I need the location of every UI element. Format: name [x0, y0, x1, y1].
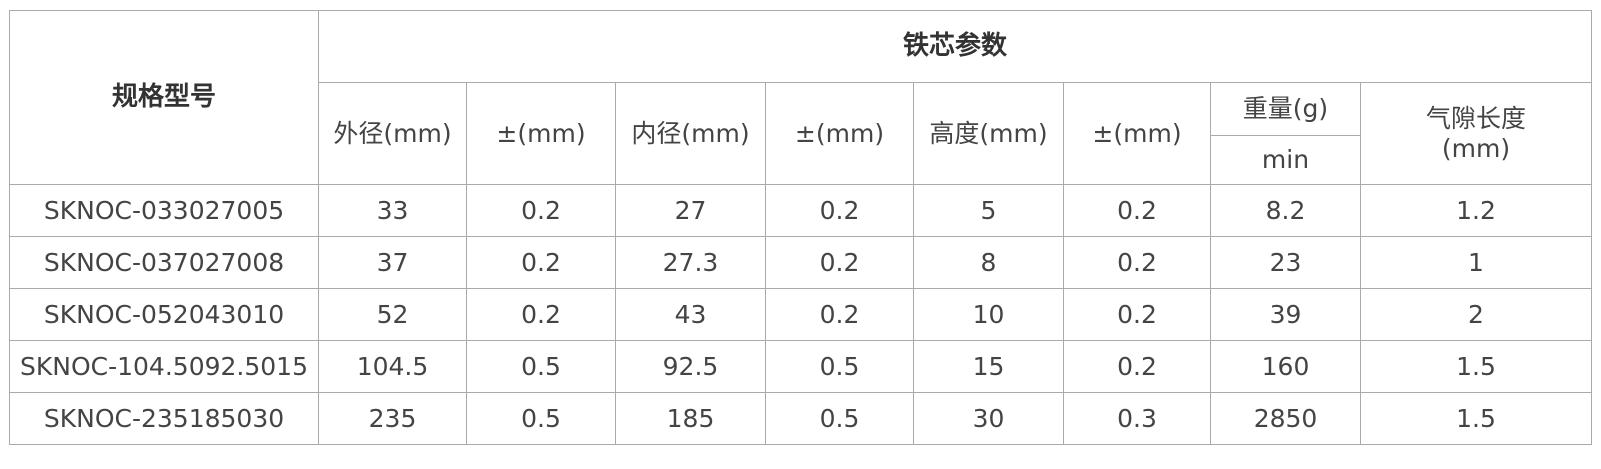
- header-weight-min: min: [1210, 135, 1361, 185]
- value-cell: 0.2: [765, 236, 914, 289]
- table-row: SKNOC-037027008 37 0.2 27.3 0.2 8 0.2 23 1: [9, 236, 1593, 289]
- value-cell: 0.2: [466, 236, 616, 289]
- model-cell: SKNOC-235185030: [9, 392, 319, 445]
- value-cell: 185: [615, 392, 766, 445]
- value-cell: 2: [1359, 288, 1593, 341]
- value-cell: 104.5: [318, 340, 467, 393]
- spec-table: 规格型号 铁芯参数 外径(mm) ±(mm) 内径(mm) ±(mm) 高度(m…: [9, 10, 1593, 445]
- header-air-gap-label: 气隙长度: [1426, 103, 1527, 133]
- value-cell: 39: [1210, 288, 1361, 341]
- header-height: 高度(mm): [913, 82, 1064, 185]
- value-cell: 0.5: [466, 340, 616, 393]
- value-cell: 15: [913, 340, 1064, 393]
- header-air-gap: 气隙长度 (mm): [1359, 82, 1593, 185]
- value-cell: 43: [615, 288, 766, 341]
- value-cell: 1.5: [1359, 392, 1593, 445]
- header-air-gap-unit: (mm): [1441, 133, 1511, 163]
- table-row: SKNOC-052043010 52 0.2 43 0.2 10 0.2 39 2: [9, 288, 1593, 341]
- model-cell: SKNOC-104.5092.5015: [9, 340, 319, 393]
- table-row: SKNOC-033027005 33 0.2 27 0.2 5 0.2 8.2 1.2: [9, 184, 1593, 237]
- header-outer-diameter: 外径(mm): [318, 82, 467, 185]
- model-cell: SKNOC-033027005: [9, 184, 319, 237]
- table-row: SKNOC-235185030 235 0.5 185 0.5 30 0.3 2850 1.5: [9, 392, 1593, 445]
- model-cell: SKNOC-037027008: [9, 236, 319, 289]
- value-cell: 0.2: [1063, 340, 1211, 393]
- header-inner-tolerance: ±(mm): [765, 82, 914, 185]
- model-cell: SKNOC-052043010: [9, 288, 319, 341]
- value-cell: 52: [318, 288, 467, 341]
- value-cell: 23: [1210, 236, 1361, 289]
- header-outer-tolerance: ±(mm): [466, 82, 616, 185]
- value-cell: 27.3: [615, 236, 766, 289]
- header-height-tolerance: ±(mm): [1063, 82, 1211, 185]
- value-cell: 8: [913, 236, 1064, 289]
- value-cell: 235: [318, 392, 467, 445]
- value-cell: 2850: [1210, 392, 1361, 445]
- value-cell: 0.5: [466, 392, 616, 445]
- value-cell: 0.5: [765, 392, 914, 445]
- value-cell: 0.2: [765, 288, 914, 341]
- value-cell: 0.5: [765, 340, 914, 393]
- value-cell: 5: [913, 184, 1064, 237]
- table-row: SKNOC-104.5092.5015 104.5 0.5 92.5 0.5 15 0.2 1…: [9, 340, 1593, 393]
- value-cell: 0.2: [1063, 236, 1211, 289]
- value-cell: 0.2: [1063, 184, 1211, 237]
- value-cell: 8.2: [1210, 184, 1361, 237]
- value-cell: 0.2: [466, 288, 616, 341]
- header-core-params: 铁芯参数: [317, 10, 1593, 83]
- header-weight: 重量(g): [1210, 82, 1361, 136]
- value-cell: 27: [615, 184, 766, 237]
- value-cell: 0.3: [1063, 392, 1211, 445]
- header-model: 规格型号: [9, 10, 319, 185]
- value-cell: 37: [318, 236, 467, 289]
- value-cell: 30: [913, 392, 1064, 445]
- value-cell: 0.2: [1063, 288, 1211, 341]
- value-cell: 10: [913, 288, 1064, 341]
- header-inner-diameter: 内径(mm): [615, 82, 766, 185]
- value-cell: 92.5: [615, 340, 766, 393]
- value-cell: 1: [1359, 236, 1593, 289]
- value-cell: 160: [1210, 340, 1361, 393]
- value-cell: 1.5: [1359, 340, 1593, 393]
- value-cell: 1.2: [1359, 184, 1593, 237]
- value-cell: 0.2: [466, 184, 616, 237]
- value-cell: 0.2: [765, 184, 914, 237]
- value-cell: 33: [318, 184, 467, 237]
